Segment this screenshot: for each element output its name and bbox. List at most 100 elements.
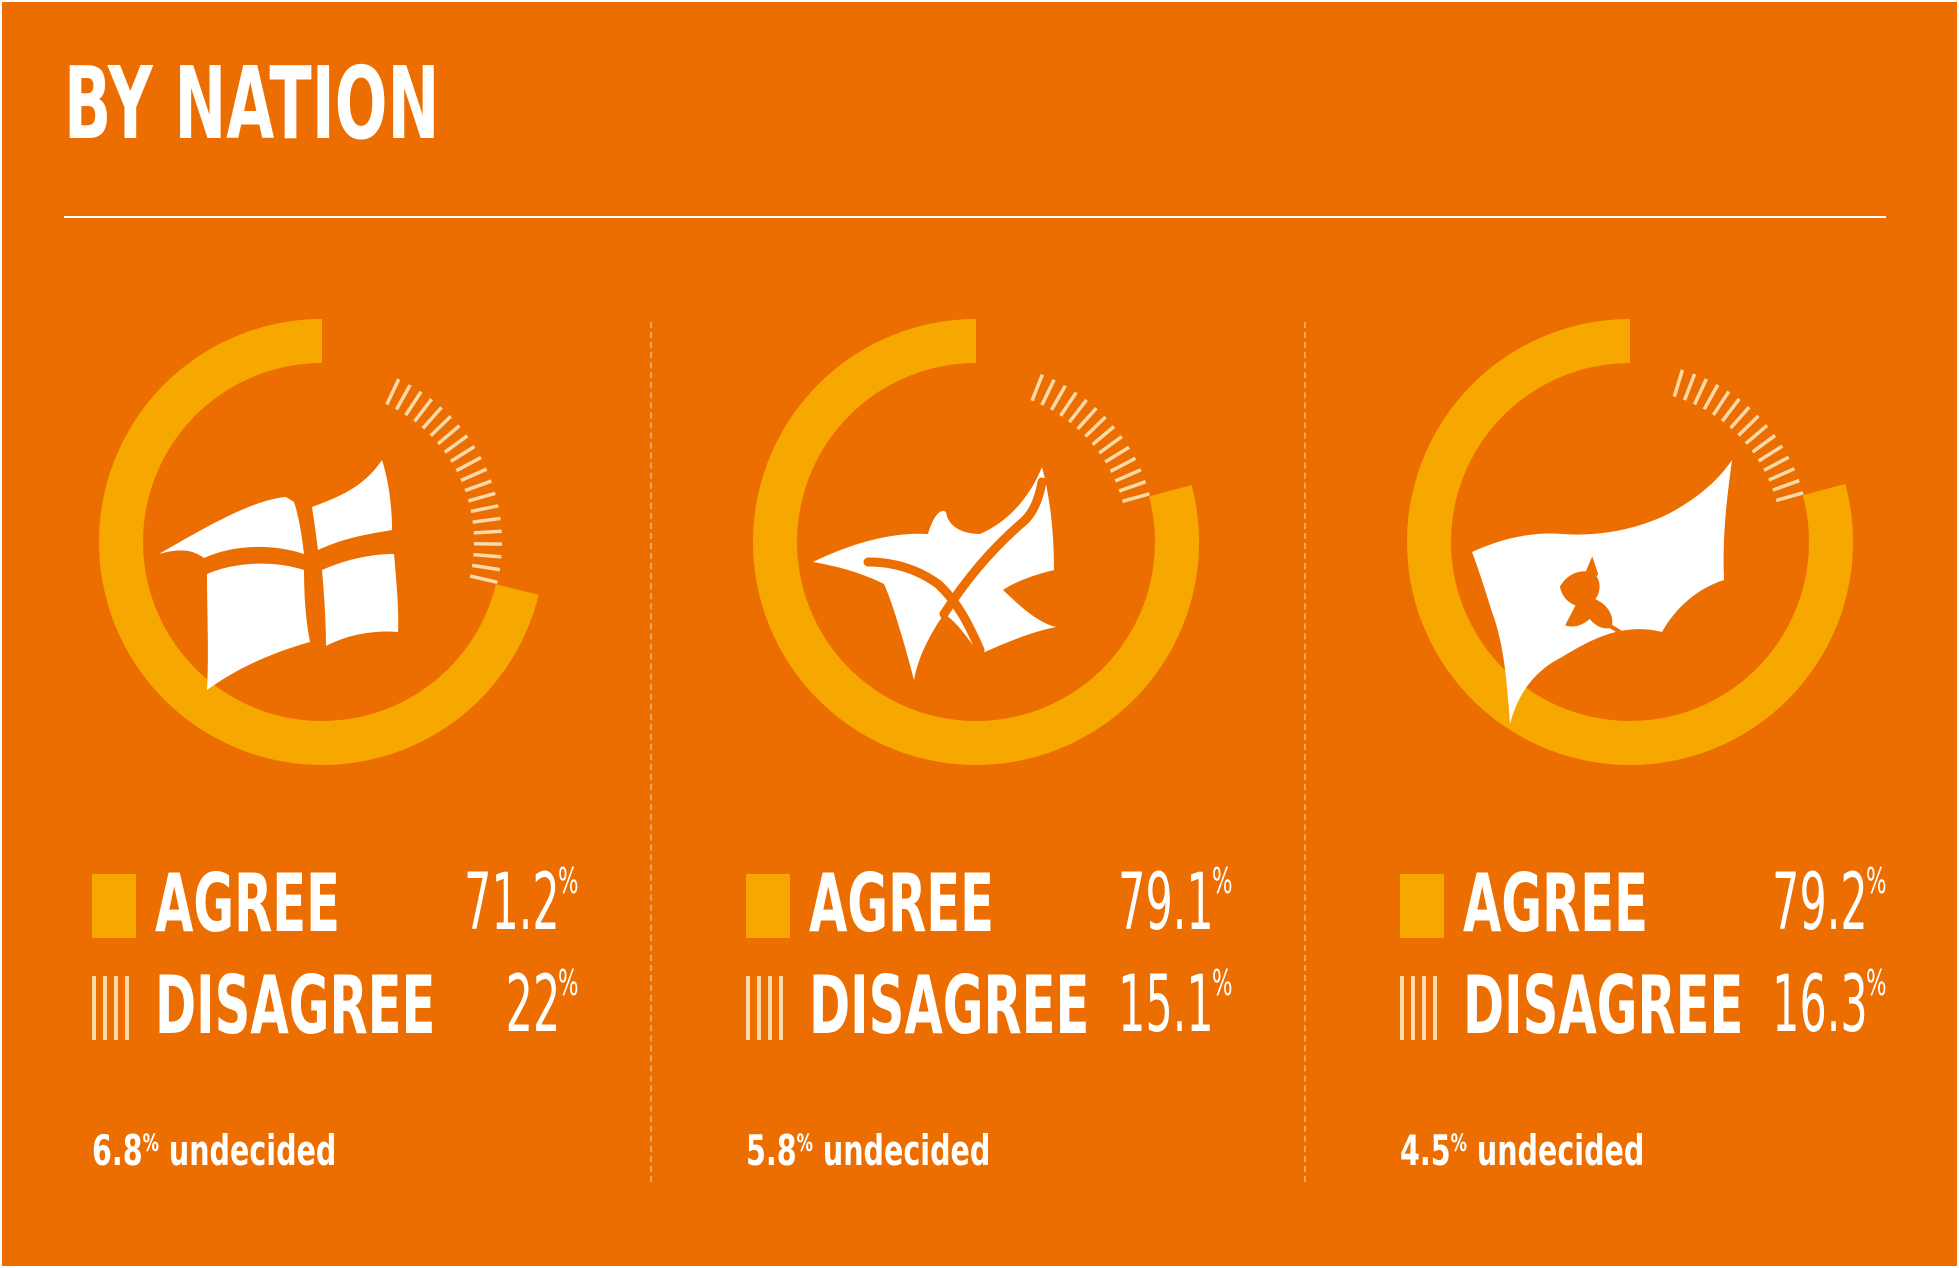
disagree-legend-row: DISAGREE 15.1% xyxy=(746,960,1246,1050)
agree-percent: 71.2% xyxy=(386,858,592,948)
disagree-tick xyxy=(1091,425,1116,446)
disagree-tick xyxy=(1076,406,1098,431)
undecided-value: 5.8 xyxy=(746,1126,797,1175)
undecided-note: 4.5% undecided xyxy=(1400,1130,1644,1172)
disagree-tick xyxy=(473,529,502,535)
flag-shape xyxy=(312,460,392,550)
disagree-label: DISAGREE xyxy=(155,959,436,1052)
disagree-tick xyxy=(473,552,502,559)
undecided-note: 6.8% undecided xyxy=(92,1130,336,1172)
percent-sign: % xyxy=(142,1129,159,1157)
column-divider xyxy=(1304,322,1306,1182)
nation-column-3: AGREE 79.2% DISAGREE 16.3% 4.5% undecide… xyxy=(1372,2,1959,1266)
undecided-value: 6.8 xyxy=(92,1126,143,1175)
disagree-tick xyxy=(469,574,498,584)
disagree-tick xyxy=(394,384,412,411)
flag-shape xyxy=(1472,460,1732,724)
column-divider xyxy=(650,322,652,1182)
disagree-tick xyxy=(1098,435,1123,455)
disagree-tick xyxy=(385,378,401,406)
disagree-tick xyxy=(1114,468,1142,483)
disagree-swatch xyxy=(746,976,790,1040)
disagree-value: 15.1 xyxy=(1118,960,1214,1050)
disagree-ticks xyxy=(1672,369,1804,503)
disagree-tick xyxy=(470,504,499,514)
disagree-tick xyxy=(1682,373,1697,401)
percent-sign: % xyxy=(1211,963,1233,1004)
disagree-percent: 15.1% xyxy=(1040,960,1246,1050)
disagree-tick xyxy=(471,563,501,572)
flag-shape xyxy=(1559,556,1622,634)
agree-value: 79.2 xyxy=(1772,858,1868,948)
disagree-tick xyxy=(1751,434,1777,454)
disagree-tick xyxy=(1768,467,1796,482)
flag-shape xyxy=(813,467,1056,680)
percent-sign: % xyxy=(1865,963,1887,1004)
disagree-percent: 22% xyxy=(461,960,592,1050)
disagree-tick xyxy=(1084,415,1107,438)
disagree-tick xyxy=(1067,398,1088,424)
disagree-tick xyxy=(1104,445,1130,464)
agree-arc xyxy=(1407,319,1853,765)
disagree-value: 16.3 xyxy=(1772,960,1868,1050)
disagree-tick xyxy=(455,456,482,473)
disagree-tick xyxy=(1720,397,1741,423)
disagree-tick xyxy=(1772,478,1800,492)
disagree-tick xyxy=(1775,491,1804,503)
panel-title: BY NATION xyxy=(64,45,440,162)
agree-swatch xyxy=(92,874,136,938)
disagree-tick xyxy=(1757,444,1784,463)
agree-percent: 79.1% xyxy=(1040,861,1246,943)
disagree-tick xyxy=(1672,369,1685,398)
disagree-tick xyxy=(436,424,461,446)
percent-sign: % xyxy=(557,861,579,902)
disagree-tick xyxy=(1744,424,1769,445)
disagree-tick xyxy=(467,491,496,503)
disagree-tick xyxy=(443,434,469,454)
donut-chart-1 xyxy=(99,319,539,765)
undecided-value: 4.5 xyxy=(1400,1126,1451,1175)
agree-legend-row: AGREE 79.2% xyxy=(1400,858,1900,948)
disagree-tick xyxy=(413,398,433,423)
disagree-label: DISAGREE xyxy=(809,959,1090,1052)
agree-legend-row: AGREE 71.2% xyxy=(92,858,592,948)
flag-shape xyxy=(322,554,399,646)
disagree-swatch xyxy=(1400,976,1444,1040)
disagree-tick xyxy=(1729,405,1751,430)
disagree-tick xyxy=(464,479,492,493)
agree-percent: 79.2% xyxy=(1694,858,1900,948)
disagree-tick xyxy=(1109,456,1137,473)
disagree-tick xyxy=(421,406,443,430)
england-flag-icon xyxy=(159,460,399,690)
disagree-tick xyxy=(472,516,501,524)
disagree-tick xyxy=(1059,391,1078,417)
percent-sign: % xyxy=(1450,1129,1467,1157)
agree-label: AGREE xyxy=(155,857,341,950)
disagree-value: 22 xyxy=(505,960,560,1050)
disagree-tick xyxy=(1049,384,1067,411)
nation-column-2: AGREE 79.1% DISAGREE 15.1% 5.8% undecide… xyxy=(718,2,1318,1266)
disagree-tick xyxy=(1763,455,1790,472)
disagree-tick xyxy=(1737,414,1760,437)
title-divider xyxy=(64,216,1886,218)
scotland-flag-icon xyxy=(813,467,1056,680)
agree-arc xyxy=(99,319,539,765)
flag-shape xyxy=(207,563,310,690)
agree-label: AGREE xyxy=(1463,857,1649,950)
disagree-label: DISAGREE xyxy=(1463,959,1744,1052)
disagree-tick xyxy=(429,414,453,438)
disagree-tick xyxy=(1030,374,1044,402)
disagree-tick xyxy=(1040,379,1056,406)
nation-column-1: AGREE 71.2% DISAGREE 22% 6.8% undecided xyxy=(64,2,664,1266)
wales-flag-icon xyxy=(1472,460,1732,724)
agree-value: 71.2 xyxy=(464,858,560,948)
donut-chart-3 xyxy=(1407,319,1853,765)
undecided-word: undecided xyxy=(822,1126,991,1175)
percent-sign: % xyxy=(1211,861,1233,902)
agree-swatch xyxy=(1400,874,1444,938)
disagree-tick xyxy=(1692,378,1708,406)
undecided-word: undecided xyxy=(1476,1126,1645,1175)
disagree-percent: 16.3% xyxy=(1694,960,1900,1050)
disagree-ticks xyxy=(385,378,503,584)
undecided-note: 5.8% undecided xyxy=(746,1130,990,1172)
